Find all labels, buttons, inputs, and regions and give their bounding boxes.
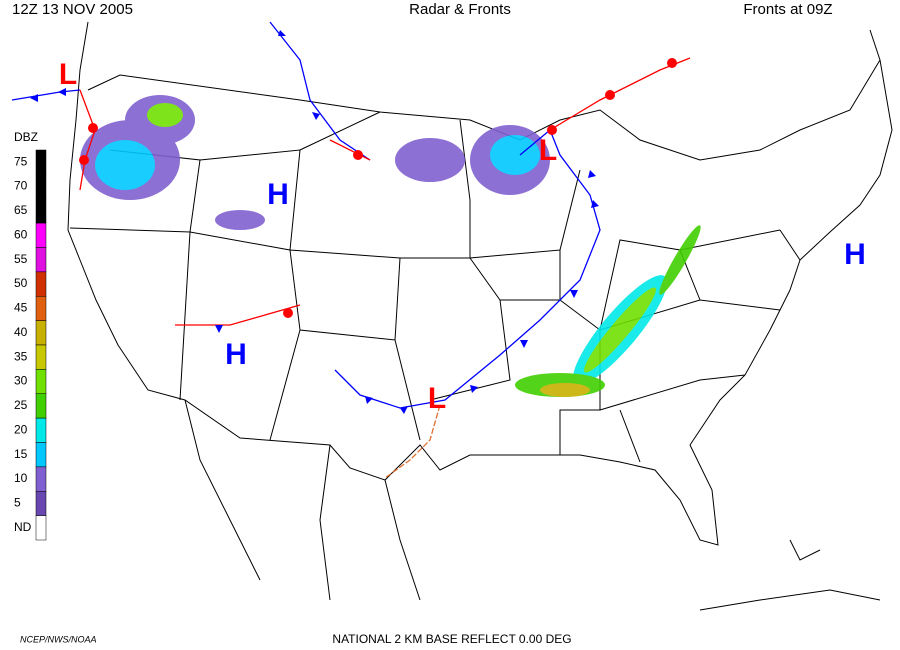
legend: DBZ 75 70 65 60 55 50 45 40 35 30 25 20 15 10 5 ND — [14, 130, 47, 541]
legend-swatch — [35, 149, 47, 175]
legend-label: 70 — [14, 179, 28, 193]
legend-label: 65 — [14, 203, 28, 217]
legend-label: 75 — [14, 154, 28, 168]
legend-label: 15 — [14, 447, 28, 461]
pressure-centers: L L L H H H — [59, 58, 866, 415]
footer-agency: NCEP/NWS/NOAA — [20, 634, 97, 644]
legend-swatch — [35, 222, 47, 248]
footer-product: NATIONAL 2 KM BASE REFLECT 0.00 DEG — [332, 632, 571, 646]
legend-swatch — [35, 296, 47, 321]
legend-swatch — [35, 491, 47, 516]
legend-label: 60 — [14, 227, 28, 241]
legend-swatch — [35, 247, 47, 273]
legend-label: 40 — [14, 325, 28, 339]
legend-label: 10 — [14, 471, 28, 485]
pressure-center: H — [225, 338, 247, 371]
legend-label: ND — [14, 520, 32, 534]
legend-swatch — [35, 466, 47, 492]
legend-label: 55 — [14, 252, 28, 266]
legend-label: 5 — [14, 496, 21, 510]
legend-label: 25 — [14, 398, 28, 412]
header-time: 12Z 13 NOV 2005 — [12, 1, 133, 18]
pressure-center: L — [539, 134, 557, 167]
pressure-center: L — [59, 58, 77, 91]
legend-swatch — [35, 417, 47, 443]
header-title: Radar & Fronts — [409, 1, 511, 18]
legend-swatch — [35, 320, 47, 346]
pressure-center: H — [267, 178, 289, 211]
legend-label: 35 — [14, 349, 28, 363]
legend-swatch — [35, 174, 47, 199]
legend-swatch — [35, 271, 47, 297]
fronts — [11, 21, 691, 479]
pressure-center: H — [844, 238, 866, 271]
legend-swatch — [35, 198, 47, 224]
legend-swatch — [35, 393, 47, 419]
header-fronts: Fronts at 09Z — [743, 1, 832, 18]
legend-label: 20 — [14, 422, 28, 436]
radar-echoes — [80, 95, 701, 397]
legend-label: 50 — [14, 276, 28, 290]
pressure-center: L — [428, 382, 446, 415]
legend-label: 45 — [14, 301, 28, 315]
legend-title: DBZ — [14, 130, 38, 144]
legend-swatch — [35, 515, 47, 541]
legend-label: 30 — [14, 374, 28, 388]
legend-swatch — [35, 344, 47, 370]
legend-swatch — [35, 442, 47, 468]
map-outlines — [67, 21, 893, 611]
legend-swatch — [35, 369, 47, 394]
